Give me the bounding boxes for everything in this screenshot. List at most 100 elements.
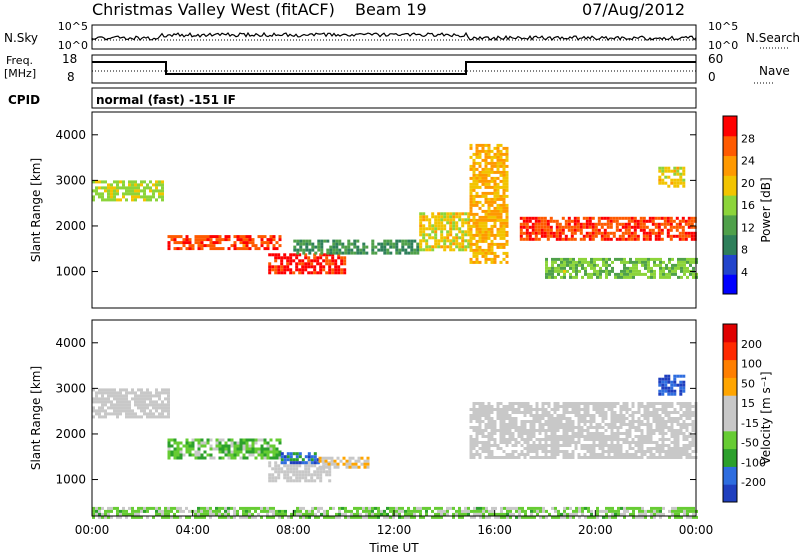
data-cell — [328, 265, 332, 269]
data-cell — [601, 453, 605, 456]
data-cell — [323, 515, 326, 519]
data-cell — [662, 266, 665, 270]
data-cell — [490, 435, 494, 438]
data-cell — [481, 435, 485, 438]
data-cell — [616, 456, 620, 459]
data-cell — [583, 408, 587, 411]
data-cell — [227, 444, 231, 448]
data-cell — [583, 435, 587, 438]
data-cell — [517, 456, 521, 459]
data-cell — [484, 149, 488, 153]
data-cell — [484, 426, 488, 429]
data-cell — [487, 179, 491, 183]
data-cell — [311, 506, 314, 510]
data-cell — [578, 269, 581, 273]
data-cell — [496, 254, 500, 258]
data-cell — [307, 452, 311, 456]
data-cell — [242, 447, 246, 451]
data-cell — [143, 189, 146, 193]
data-cell — [137, 186, 140, 190]
data-cell — [254, 247, 258, 251]
colorbar-segment — [723, 324, 737, 343]
data-cell — [661, 402, 665, 405]
data-cell — [656, 509, 659, 513]
data-cell — [563, 263, 566, 267]
data-cell — [622, 417, 626, 420]
data-cell — [313, 256, 317, 260]
data-cell — [499, 158, 503, 162]
data-cell — [176, 456, 180, 460]
data-cell — [524, 515, 527, 519]
data-cell — [293, 248, 297, 252]
data-cell — [670, 453, 674, 456]
data-cell — [511, 432, 515, 435]
data-cell — [347, 251, 351, 255]
data-cell — [354, 465, 358, 469]
colorbar-tick-label: 28 — [741, 132, 755, 145]
data-cell — [493, 429, 497, 432]
data-cell — [233, 453, 237, 457]
data-cell — [374, 251, 378, 255]
data-cell — [541, 414, 545, 417]
data-cell — [496, 233, 500, 237]
data-cell — [407, 509, 410, 513]
data-cell — [328, 268, 332, 272]
data-cell — [594, 231, 598, 235]
data-cell — [673, 432, 677, 435]
data-cell — [538, 438, 542, 441]
data-cell — [176, 235, 180, 239]
data-cell — [304, 464, 308, 468]
data-cell — [502, 206, 506, 210]
data-cell — [587, 275, 590, 279]
data-cell — [519, 225, 523, 229]
data-cell — [658, 169, 662, 173]
data-cell — [667, 389, 671, 393]
data-cell — [380, 512, 383, 516]
data-cell — [286, 268, 290, 272]
data-cell — [131, 192, 134, 196]
data-cell — [490, 420, 494, 423]
noise-right-tick-top: 10^5 — [708, 20, 738, 33]
data-cell — [164, 515, 167, 519]
data-cell — [617, 275, 620, 279]
data-cell — [278, 244, 282, 248]
data-cell — [200, 444, 204, 448]
data-cell — [658, 417, 662, 420]
data-cell — [275, 447, 279, 451]
data-cell — [558, 222, 562, 226]
data-cell — [687, 234, 691, 238]
data-cell — [522, 222, 526, 226]
data-cell — [547, 417, 551, 420]
data-cell — [613, 432, 617, 435]
data-cell — [484, 411, 488, 414]
data-cell — [286, 476, 290, 480]
data-cell — [592, 438, 596, 441]
data-cell — [691, 450, 695, 453]
data-cell — [143, 509, 146, 513]
data-cell — [107, 515, 110, 519]
data-cell — [469, 155, 473, 159]
data-cell — [280, 470, 284, 474]
data-cell — [455, 512, 458, 516]
data-cell — [569, 263, 572, 267]
data-cell — [469, 453, 473, 456]
data-cell — [661, 447, 665, 450]
data-cell — [532, 423, 536, 426]
data-cell — [271, 473, 275, 477]
data-cell — [472, 254, 476, 258]
data-cell — [585, 222, 589, 226]
data-cell — [356, 251, 360, 255]
data-cell — [550, 453, 554, 456]
data-cell — [286, 259, 290, 263]
data-cell — [161, 409, 164, 413]
data-cell — [335, 242, 339, 246]
data-cell — [496, 417, 500, 420]
data-cell — [218, 450, 222, 454]
data-cell — [627, 228, 631, 232]
data-cell — [628, 429, 632, 432]
data-cell — [644, 515, 647, 519]
data-cell — [505, 414, 509, 417]
data-cell — [92, 512, 95, 516]
data-cell — [475, 248, 479, 252]
data-cell — [487, 426, 491, 429]
